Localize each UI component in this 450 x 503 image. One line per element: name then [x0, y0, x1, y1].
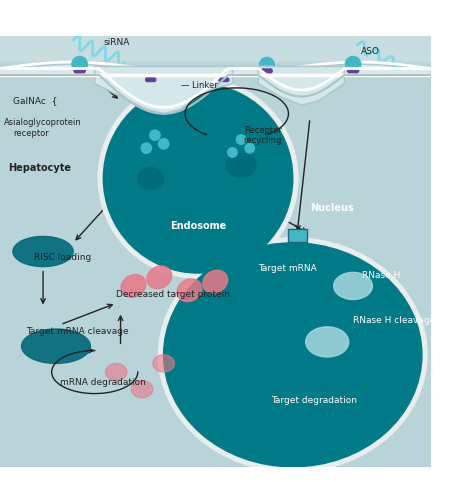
Circle shape	[72, 56, 87, 72]
Ellipse shape	[177, 279, 202, 302]
Circle shape	[228, 148, 237, 157]
Text: RNase H cleavage: RNase H cleavage	[353, 316, 435, 325]
Ellipse shape	[22, 329, 90, 364]
Circle shape	[347, 68, 352, 73]
Ellipse shape	[306, 327, 349, 357]
Ellipse shape	[226, 153, 256, 177]
Ellipse shape	[153, 355, 174, 372]
Text: Target mRNA: Target mRNA	[258, 264, 317, 273]
Circle shape	[351, 68, 355, 73]
Text: — Linker: — Linker	[181, 81, 217, 90]
Text: receptor: receptor	[13, 129, 49, 138]
Circle shape	[260, 57, 274, 72]
Circle shape	[74, 68, 78, 73]
Text: Nucleus: Nucleus	[310, 203, 354, 213]
Ellipse shape	[138, 167, 164, 189]
Ellipse shape	[203, 270, 228, 293]
Circle shape	[141, 143, 152, 153]
Circle shape	[81, 68, 85, 73]
Ellipse shape	[164, 243, 422, 467]
Ellipse shape	[105, 364, 127, 381]
Ellipse shape	[147, 266, 172, 289]
Polygon shape	[0, 64, 431, 97]
Text: Decreased target protein: Decreased target protein	[116, 290, 230, 299]
Circle shape	[149, 78, 153, 81]
Polygon shape	[0, 75, 431, 467]
Circle shape	[261, 69, 266, 73]
Text: Endosome: Endosome	[170, 221, 226, 231]
Circle shape	[265, 69, 269, 73]
Circle shape	[98, 78, 298, 278]
Circle shape	[146, 78, 149, 81]
Polygon shape	[258, 66, 344, 105]
Circle shape	[77, 68, 82, 73]
Ellipse shape	[121, 275, 146, 297]
FancyBboxPatch shape	[0, 36, 431, 467]
Circle shape	[354, 68, 359, 73]
Circle shape	[152, 78, 156, 81]
Ellipse shape	[131, 381, 153, 398]
Text: ASO: ASO	[361, 47, 380, 56]
Circle shape	[158, 139, 169, 149]
Circle shape	[345, 56, 361, 72]
FancyBboxPatch shape	[0, 62, 439, 475]
Text: Target mRNA cleavage: Target mRNA cleavage	[26, 326, 128, 336]
Text: RNase H: RNase H	[362, 271, 400, 280]
Text: RISC loading: RISC loading	[35, 254, 92, 263]
Circle shape	[225, 78, 229, 81]
Text: GalNAc  {: GalNAc {	[13, 96, 57, 105]
Circle shape	[219, 78, 223, 81]
Polygon shape	[0, 68, 431, 114]
Circle shape	[245, 143, 254, 153]
Ellipse shape	[13, 236, 73, 267]
Circle shape	[144, 67, 158, 81]
Ellipse shape	[333, 273, 373, 299]
Circle shape	[217, 67, 231, 81]
Circle shape	[104, 83, 293, 273]
Text: Receptor
recycling: Receptor recycling	[243, 126, 282, 145]
Text: mRNA degradation: mRNA degradation	[60, 378, 146, 387]
Circle shape	[268, 69, 272, 73]
Text: Asialoglycoprotein: Asialoglycoprotein	[4, 118, 82, 127]
Text: Target degradation: Target degradation	[271, 395, 357, 404]
Circle shape	[222, 78, 226, 81]
Circle shape	[150, 130, 160, 140]
FancyBboxPatch shape	[288, 229, 306, 241]
Polygon shape	[94, 66, 233, 114]
Text: Hepatocyte: Hepatocyte	[9, 162, 72, 173]
Text: siRNA: siRNA	[103, 38, 130, 47]
Circle shape	[236, 135, 246, 144]
Ellipse shape	[158, 238, 427, 472]
